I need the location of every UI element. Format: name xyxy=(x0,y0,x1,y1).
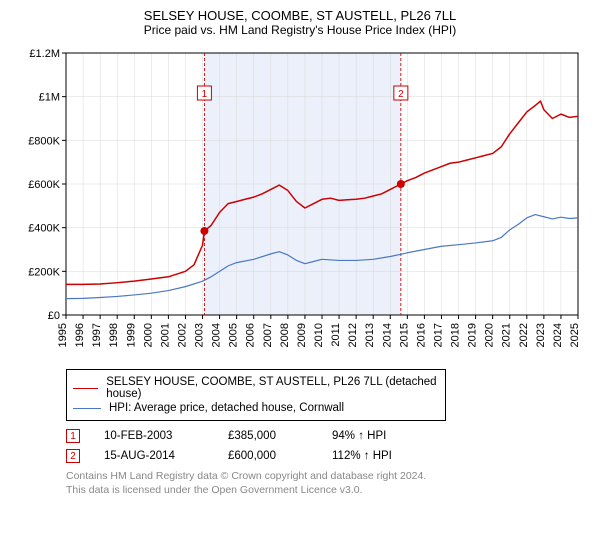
sales-table: 1 10-FEB-2003 £385,000 94% ↑ HPI 2 15-AU… xyxy=(66,429,588,463)
svg-text:2002: 2002 xyxy=(176,323,188,347)
chart-container: SELSEY HOUSE, COOMBE, ST AUSTELL, PL26 7… xyxy=(0,0,600,503)
legend-label: SELSEY HOUSE, COOMBE, ST AUSTELL, PL26 7… xyxy=(106,376,439,400)
svg-text:2005: 2005 xyxy=(228,323,240,347)
svg-text:2: 2 xyxy=(398,89,404,100)
footer: Contains HM Land Registry data © Crown c… xyxy=(66,469,588,497)
svg-text:£400K: £400K xyxy=(28,223,60,235)
sale-hpi: 94% ↑ HPI xyxy=(332,430,412,442)
svg-text:1998: 1998 xyxy=(108,323,120,347)
svg-text:2004: 2004 xyxy=(211,323,223,347)
svg-text:2011: 2011 xyxy=(330,323,342,347)
svg-text:2003: 2003 xyxy=(194,323,206,347)
sale-marker-icon: 2 xyxy=(66,449,80,463)
svg-text:1996: 1996 xyxy=(74,323,86,347)
legend-swatch xyxy=(73,388,98,389)
svg-text:2023: 2023 xyxy=(535,323,547,347)
chart-subtitle: Price paid vs. HM Land Registry's House … xyxy=(12,23,588,37)
svg-text:2014: 2014 xyxy=(381,323,393,347)
svg-text:2010: 2010 xyxy=(313,323,325,347)
svg-text:2016: 2016 xyxy=(415,323,427,347)
svg-text:2024: 2024 xyxy=(552,323,564,347)
svg-text:2017: 2017 xyxy=(432,323,444,347)
sale-marker-icon: 1 xyxy=(66,429,80,443)
svg-text:2025: 2025 xyxy=(569,323,581,347)
svg-text:1997: 1997 xyxy=(91,323,103,347)
svg-text:2013: 2013 xyxy=(364,323,376,347)
svg-text:2000: 2000 xyxy=(142,323,154,347)
legend: SELSEY HOUSE, COOMBE, ST AUSTELL, PL26 7… xyxy=(66,369,446,421)
footer-line: This data is licensed under the Open Gov… xyxy=(66,483,588,497)
sale-row: 1 10-FEB-2003 £385,000 94% ↑ HPI xyxy=(66,429,588,443)
legend-label: HPI: Average price, detached house, Corn… xyxy=(109,402,344,414)
sale-date: 15-AUG-2014 xyxy=(104,450,204,462)
svg-text:1: 1 xyxy=(202,89,208,100)
svg-text:£600K: £600K xyxy=(28,179,60,191)
svg-text:1995: 1995 xyxy=(57,323,69,347)
footer-line: Contains HM Land Registry data © Crown c… xyxy=(66,469,588,483)
legend-row: HPI: Average price, detached house, Corn… xyxy=(73,402,439,414)
legend-row: SELSEY HOUSE, COOMBE, ST AUSTELL, PL26 7… xyxy=(73,376,439,400)
svg-text:£1.2M: £1.2M xyxy=(29,48,60,60)
svg-text:£200K: £200K xyxy=(28,266,60,278)
svg-text:2009: 2009 xyxy=(296,323,308,347)
svg-text:1999: 1999 xyxy=(125,323,137,347)
sale-hpi: 112% ↑ HPI xyxy=(332,450,412,462)
line-chart: £0 £200K £400K £600K £800K £1M £1.2M 1995 1996 19… xyxy=(12,43,588,363)
sale-row: 2 15-AUG-2014 £600,000 112% ↑ HPI xyxy=(66,449,588,463)
svg-text:2001: 2001 xyxy=(159,323,171,347)
sale-price: £385,000 xyxy=(228,430,308,442)
svg-text:£0: £0 xyxy=(48,310,60,322)
svg-text:2012: 2012 xyxy=(347,323,359,347)
svg-text:2007: 2007 xyxy=(262,323,274,347)
svg-text:2015: 2015 xyxy=(398,323,410,347)
svg-text:2019: 2019 xyxy=(467,323,479,347)
sale-price: £600,000 xyxy=(228,450,308,462)
svg-text:£1M: £1M xyxy=(39,92,60,104)
svg-text:£800K: £800K xyxy=(28,135,60,147)
plot-area: £0 £200K £400K £600K £800K £1M £1.2M 1995 1996 19… xyxy=(12,43,588,363)
svg-text:2021: 2021 xyxy=(501,323,513,347)
svg-text:2018: 2018 xyxy=(450,323,462,347)
svg-text:2020: 2020 xyxy=(484,323,496,347)
svg-text:2006: 2006 xyxy=(245,323,257,347)
sale-date: 10-FEB-2003 xyxy=(104,430,204,442)
svg-text:2022: 2022 xyxy=(518,323,530,347)
svg-text:2008: 2008 xyxy=(279,323,291,347)
legend-swatch xyxy=(73,408,101,409)
chart-title: SELSEY HOUSE, COOMBE, ST AUSTELL, PL26 7… xyxy=(12,8,588,23)
